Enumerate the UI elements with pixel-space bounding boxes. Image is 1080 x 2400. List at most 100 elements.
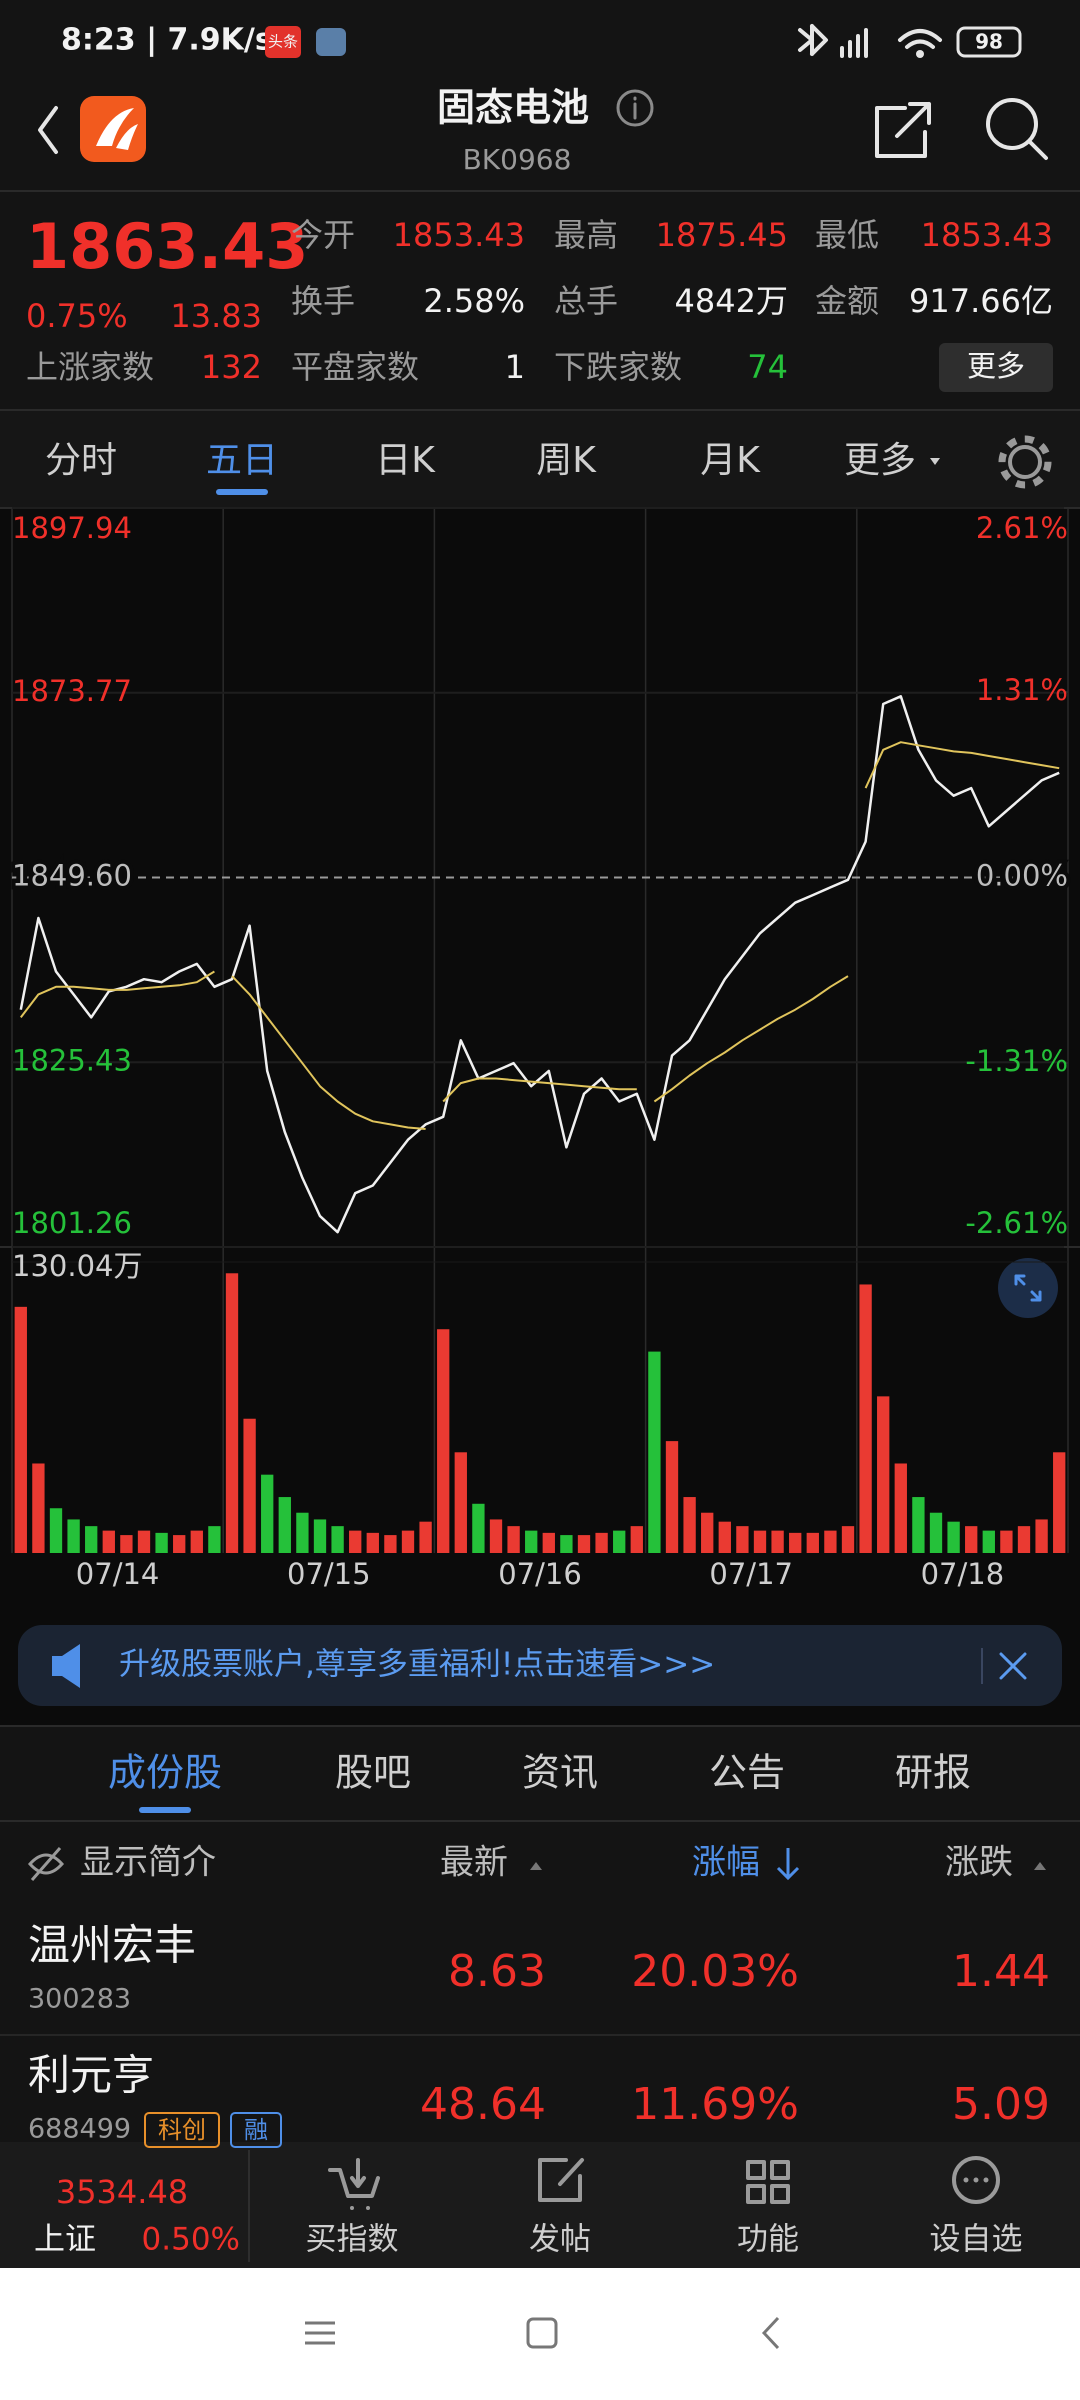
volume-bar <box>965 1526 978 1553</box>
sort-desc-icon[interactable] <box>776 1848 800 1881</box>
bottom-button[interactable]: 发帖 <box>529 2222 591 2258</box>
stock-name[interactable]: 利元亨 <box>28 2051 154 2100</box>
x-tick-label: 07/15 <box>287 1557 371 1591</box>
sort-icon[interactable] <box>530 1862 542 1870</box>
stat-label: 今开 <box>291 216 355 254</box>
volume-bar <box>32 1463 45 1553</box>
stock-pct[interactable]: 20.03% <box>631 1946 799 1997</box>
volume-bar <box>683 1497 696 1553</box>
volume-bar <box>841 1526 855 1553</box>
stock-tag: 融 <box>244 2116 268 2144</box>
nav-bar <box>0 2268 1080 2400</box>
nav-home[interactable] <box>526 2317 558 2349</box>
banner-text[interactable]: 升级股票账户,尊享多重福利!点击速看>>> <box>119 1647 715 1683</box>
column-header[interactable]: 最新 <box>440 1843 508 1883</box>
volume-bar <box>595 1532 608 1553</box>
volume-bar <box>613 1530 626 1553</box>
change-pct: 0.75% <box>26 297 128 335</box>
y2-tick-label: -1.31% <box>965 1044 1068 1078</box>
index-name[interactable]: 上证 <box>34 2222 96 2258</box>
dropdown-icon <box>930 458 940 465</box>
volume-bar <box>1017 1526 1031 1553</box>
expand-button[interactable] <box>998 1258 1058 1318</box>
stock-change[interactable]: 1.44 <box>952 1946 1050 1997</box>
list-tab[interactable]: 资讯 <box>522 1751 598 1795</box>
back-button[interactable] <box>38 106 58 154</box>
volume-bar <box>384 1535 397 1553</box>
chart-tab[interactable]: 更多 <box>844 440 916 481</box>
tab-indicator <box>216 489 268 495</box>
list-tab[interactable]: 成份股 <box>108 1751 222 1795</box>
more-button-box[interactable] <box>939 343 1053 392</box>
column-header[interactable]: 涨跌 <box>945 1843 1013 1883</box>
column-header[interactable]: 显示简介 <box>80 1843 216 1883</box>
stock-name[interactable]: 温州宏丰 <box>28 1921 196 1970</box>
volume-bar <box>243 1418 256 1553</box>
breadth-label: 平盘家数 <box>291 348 419 386</box>
settings-button[interactable] <box>1008 445 1042 479</box>
column-header[interactable]: 涨幅 <box>692 1843 760 1883</box>
volume-bar <box>190 1530 203 1553</box>
search-button[interactable] <box>986 98 1038 150</box>
eye-icon[interactable] <box>27 1847 65 1881</box>
price-line <box>442 1077 637 1103</box>
volume-bar <box>701 1512 714 1553</box>
y-tick-label: 1849.60 <box>12 859 132 893</box>
tab-background <box>0 410 1080 508</box>
nav-back[interactable] <box>761 2316 780 2350</box>
volume-bar <box>472 1503 485 1553</box>
volume-bar <box>824 1530 837 1553</box>
bottom-button[interactable]: 买指数 <box>306 2222 399 2258</box>
dynamic-layer: 今开 1853.43 最高 1875.45 最低 1853.43 换手 2.58% 总手 4842… <box>0 216 1080 2258</box>
more-button[interactable]: 更多 <box>967 349 1025 383</box>
stock-price[interactable]: 48.64 <box>420 2079 546 2130</box>
chart-tab[interactable]: 日K <box>375 440 436 481</box>
volume-bar <box>771 1530 784 1553</box>
list-tab[interactable]: 公告 <box>709 1751 785 1795</box>
banner[interactable] <box>18 1625 1062 1706</box>
chart-tab[interactable]: 周K <box>536 440 597 481</box>
stock-code: 688499 <box>28 2114 131 2145</box>
stock-code: 300283 <box>28 1984 131 2015</box>
volume-bar <box>278 1497 291 1553</box>
chart-tab[interactable]: 分时 <box>45 440 117 481</box>
x-tick-label: 07/16 <box>498 1557 582 1591</box>
stat-value: 917.66亿 <box>909 282 1053 320</box>
volume-bar <box>894 1463 907 1553</box>
stock-price[interactable]: 8.63 <box>448 1946 546 1997</box>
header-code: BK0968 <box>463 143 572 176</box>
stat-value: 1853.43 <box>921 216 1053 254</box>
expand-icon <box>1014 1274 1042 1302</box>
list-tab[interactable]: 研报 <box>895 1751 971 1795</box>
volume-bar <box>560 1535 573 1553</box>
share-button[interactable] <box>875 102 931 158</box>
banner-close[interactable] <box>999 1652 1027 1680</box>
stock-pct[interactable]: 11.69% <box>631 2079 799 2130</box>
index-value[interactable]: 3534.48 <box>56 2173 188 2211</box>
stock-change[interactable]: 5.09 <box>952 2079 1050 2130</box>
volume-bar <box>296 1512 309 1553</box>
chart-tab[interactable]: 月K <box>700 440 761 481</box>
volume-bar <box>401 1530 415 1553</box>
index-pct[interactable]: 0.50% <box>142 2222 240 2258</box>
header-title: 固态电池 <box>437 86 589 130</box>
bottom-button[interactable]: 功能 <box>737 2222 799 2258</box>
bottom-button[interactable]: 设自选 <box>930 2222 1023 2258</box>
info-icon[interactable] <box>616 89 654 127</box>
volume-bar <box>753 1530 767 1553</box>
list-tab[interactable]: 股吧 <box>335 1751 411 1795</box>
volume-bar <box>173 1535 186 1553</box>
breadth-label: 下跌家数 <box>554 348 682 386</box>
nav-menu[interactable] <box>305 2321 335 2345</box>
stat-value: 2.58% <box>423 282 525 320</box>
breadth-value: 74 <box>747 348 788 386</box>
price-line <box>653 975 849 1103</box>
volume-bar <box>137 1530 151 1553</box>
y2-tick-label: -2.61% <box>965 1206 1068 1240</box>
stat-label: 金额 <box>815 282 879 320</box>
chart-tab[interactable]: 五日 <box>206 440 278 481</box>
sort-icon[interactable] <box>1034 1862 1046 1870</box>
volume-bar <box>1053 1452 1066 1553</box>
banner-icon <box>52 1644 80 1688</box>
